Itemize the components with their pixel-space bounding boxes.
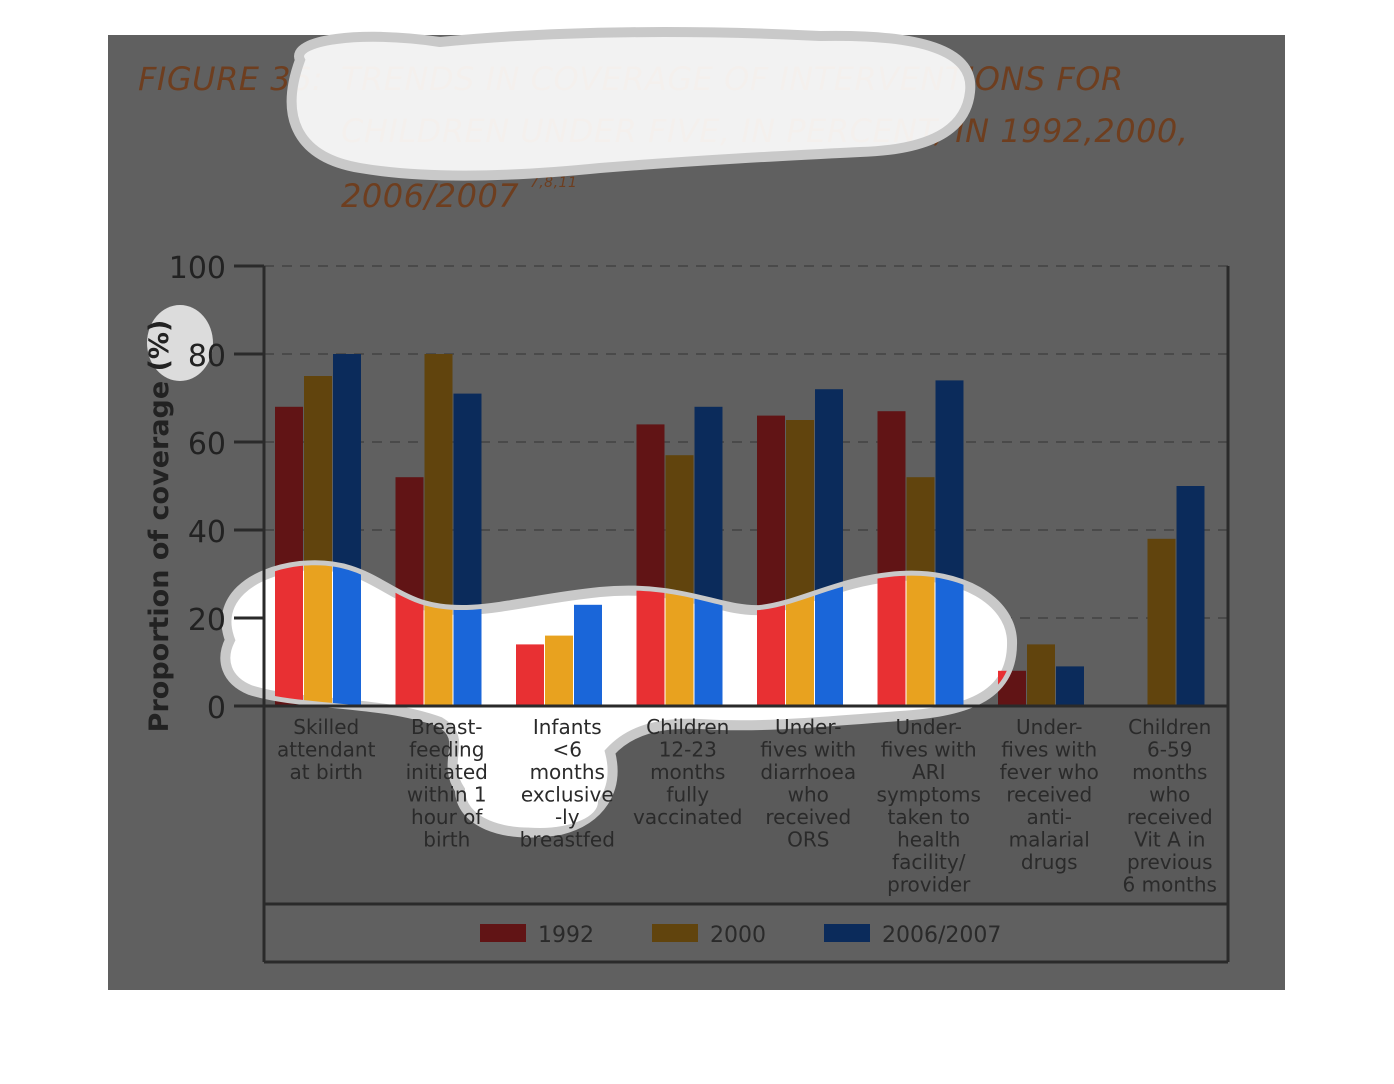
legend-swatch-1992 bbox=[480, 924, 526, 942]
category-label-line: Breast- bbox=[411, 715, 483, 739]
y-tick-label: 20 bbox=[188, 603, 226, 638]
category-label-line: vaccinated bbox=[633, 805, 742, 829]
category-label-line: 12-23 bbox=[659, 738, 717, 762]
category-label-line: anti- bbox=[1026, 805, 1072, 829]
category-label-line: fives with bbox=[881, 738, 977, 762]
category-label-line: <6 bbox=[553, 738, 582, 762]
category-label-line: who bbox=[1149, 783, 1190, 807]
bar-highlighted bbox=[906, 565, 935, 706]
category-label-line: taken to bbox=[888, 805, 970, 829]
title-highlight-region bbox=[286, 27, 976, 181]
category-label-line: exclusive bbox=[521, 783, 614, 807]
category-label-line: facility/ bbox=[892, 850, 966, 874]
legend-swatch-2000 bbox=[652, 924, 698, 942]
bar-highlighted bbox=[935, 565, 964, 706]
category-label-line: 6 months bbox=[1123, 873, 1217, 897]
category-label-line: Children bbox=[646, 715, 729, 739]
category-label-line: Under- bbox=[1016, 715, 1082, 739]
category-label-line: months bbox=[530, 760, 605, 784]
category-label-line: ARI bbox=[912, 760, 945, 784]
category-label-line: within 1 bbox=[407, 783, 487, 807]
bar-highlighted bbox=[516, 644, 544, 706]
category-label-line: -ly bbox=[555, 805, 580, 829]
bar-2000-cat6 bbox=[1027, 644, 1055, 706]
category-label-line: who bbox=[788, 783, 829, 807]
legend-label: 1992 bbox=[538, 923, 594, 948]
category-label-line: fives with bbox=[760, 738, 856, 762]
category-label-line: Vit A in bbox=[1134, 828, 1205, 852]
title-references: 7,8,11 bbox=[529, 175, 578, 191]
legend-label: 2006/2007 bbox=[882, 923, 1001, 948]
category-label-line: received bbox=[765, 805, 851, 829]
category-label-line: malarial bbox=[1009, 828, 1090, 852]
category-label-line: breastfed bbox=[520, 828, 615, 852]
y-tick-label: 40 bbox=[188, 515, 226, 550]
category-label-line: months bbox=[650, 760, 725, 784]
axis-highlight-circle bbox=[147, 305, 213, 381]
bar-2000-cat7 bbox=[1147, 538, 1176, 706]
category-label-line: at birth bbox=[290, 760, 363, 784]
legend-label: 2000 bbox=[710, 923, 766, 948]
title-line-3: 2006/2007 bbox=[341, 177, 520, 215]
category-label-line: Infants bbox=[533, 715, 602, 739]
category-label-line: symptoms bbox=[877, 783, 981, 807]
legend-swatch-2006-2007 bbox=[824, 924, 870, 942]
category-label-line: fully bbox=[666, 783, 709, 807]
bar-highlighted bbox=[304, 565, 332, 706]
category-label-line: months bbox=[1132, 760, 1207, 784]
bar-highlighted bbox=[275, 565, 303, 706]
y-tick-label: 0 bbox=[207, 691, 226, 726]
category-label-line: feeding bbox=[409, 738, 484, 762]
bar-2006-2007-cat6 bbox=[1056, 666, 1084, 706]
category-label-line: initiated bbox=[406, 760, 488, 784]
category-label-line: Under- bbox=[896, 715, 962, 739]
category-label-line: diarrhoea bbox=[760, 760, 856, 784]
category-label-line: fives with bbox=[1001, 738, 1097, 762]
category-label-line: attendant bbox=[277, 738, 376, 762]
y-axis-label: Proportion of coverage (%) bbox=[144, 320, 175, 733]
y-tick-label: 80 bbox=[188, 339, 226, 374]
bar-highlighted bbox=[333, 565, 361, 706]
y-tick-label: 100 bbox=[169, 251, 226, 286]
category-label-line: Skilled bbox=[293, 715, 359, 739]
category-label-line: received bbox=[1127, 805, 1213, 829]
category-label-area bbox=[264, 706, 1228, 904]
category-label-line: received bbox=[1006, 783, 1092, 807]
category-label-line: hour of bbox=[411, 805, 483, 829]
category-label-line: health bbox=[897, 828, 960, 852]
category-label-line: drugs bbox=[1021, 850, 1078, 874]
category-label-line: birth bbox=[423, 828, 470, 852]
category-label-line: ORS bbox=[787, 828, 829, 852]
category-label-line: Under- bbox=[775, 715, 841, 739]
bar-highlighted bbox=[877, 565, 906, 706]
bar-highlighted bbox=[545, 635, 573, 706]
category-highlight-ellipse bbox=[482, 776, 598, 828]
y-tick-label: 60 bbox=[188, 427, 226, 462]
category-label-line: fever who bbox=[1000, 760, 1099, 784]
category-label-line: previous bbox=[1127, 850, 1213, 874]
bar-highlighted bbox=[574, 604, 602, 706]
category-label-line: 6-59 bbox=[1147, 738, 1192, 762]
category-label-line: Children bbox=[1128, 715, 1211, 739]
category-label-line: provider bbox=[887, 873, 971, 897]
bar-2006-2007-cat7 bbox=[1176, 486, 1205, 706]
title-row-3: 2006/2007 7,8,11 bbox=[138, 157, 1268, 215]
